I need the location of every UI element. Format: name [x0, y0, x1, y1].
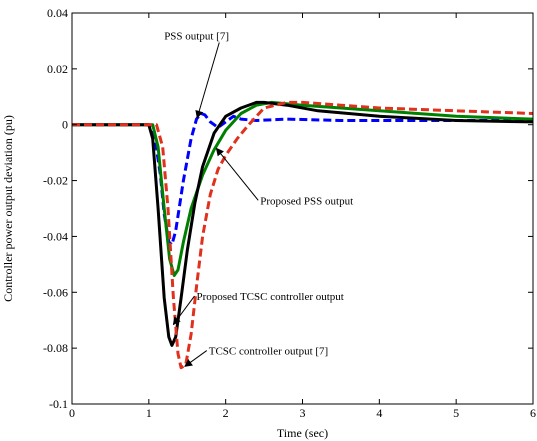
series-line-tcsc7: [72, 100, 534, 370]
y-tick-label: 0.02: [47, 62, 68, 76]
ticks-layer: 0 1 2 3 4 5 6 -0.1 -0.08 -0.06 -0.04 -0.02 0 0.02 0.04: [43, 6, 536, 420]
y-tick-label: -0.06: [43, 285, 68, 299]
y-tick-label: -0.02: [43, 174, 68, 188]
series-line-proposed-tcsc: [72, 100, 534, 347]
y-tick-label: 0: [62, 118, 68, 132]
annotation-pss7: PSS output [7]: [164, 31, 229, 43]
y-tick-label: -0.04: [43, 229, 68, 243]
y-tick-label: -0.1: [49, 397, 68, 411]
x-tick-label: 4: [376, 406, 382, 420]
y-tick-label: 0.04: [47, 6, 68, 20]
x-axis-label: Time (sec): [277, 426, 328, 440]
y-tick-label: -0.08: [43, 341, 68, 355]
y-axis-label: Controller power output deviation (pu): [1, 115, 15, 302]
annotation-arrow-proposed-pss: [215, 147, 259, 201]
annotation-proposed-tcsc: Proposed TCSC controller output: [196, 291, 343, 303]
annotation-layer: PSS output [7] Proposed PSS output Propose…: [164, 31, 353, 367]
x-tick-label: 3: [300, 406, 306, 420]
x-tick-label: 1: [146, 406, 152, 420]
x-tick-label: 0: [69, 406, 75, 420]
x-tick-label: 5: [453, 406, 459, 420]
annotation-arrow-proposed-tcsc: [172, 295, 195, 326]
x-tick-label: 6: [530, 406, 536, 420]
annotation-proposed-pss: Proposed PSS output: [260, 195, 353, 207]
annotation-arrow-pss7: [195, 42, 220, 119]
annotation-tcsc7: TCSC controller output [7]: [209, 346, 328, 358]
x-tick-label: 2: [223, 406, 229, 420]
series-line-proposed-pss: [72, 100, 534, 277]
annotation-arrow-tcsc7: [184, 350, 208, 367]
